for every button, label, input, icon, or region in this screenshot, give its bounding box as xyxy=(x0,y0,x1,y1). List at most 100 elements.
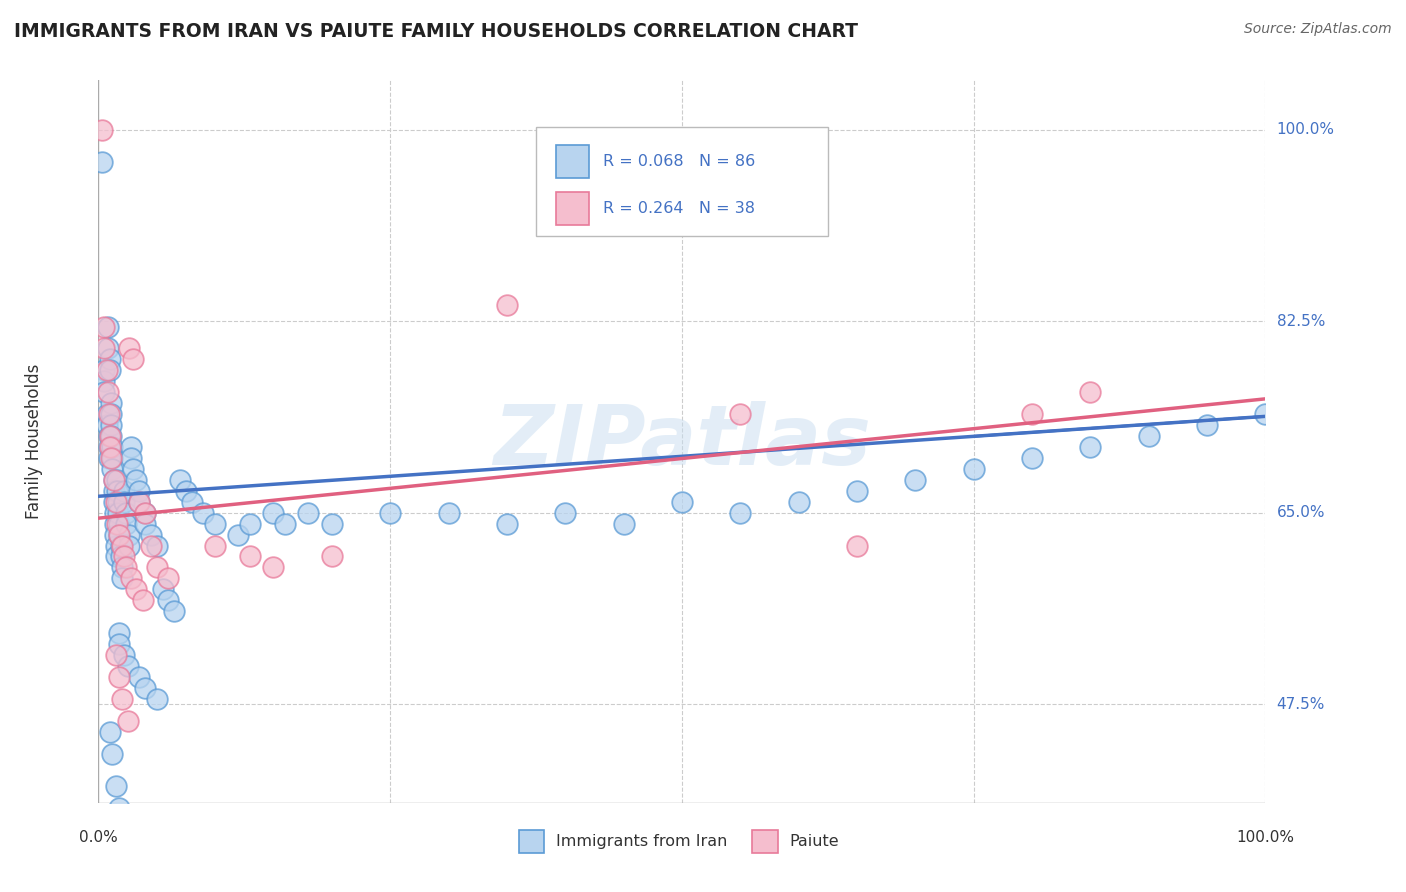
Point xyxy=(157,593,180,607)
Point xyxy=(98,440,121,454)
Point xyxy=(1021,407,1043,421)
Point xyxy=(108,637,131,651)
Point xyxy=(93,385,115,400)
Point xyxy=(97,450,120,465)
Point xyxy=(846,483,869,498)
Point xyxy=(98,724,121,739)
Point xyxy=(134,506,156,520)
Point xyxy=(297,506,319,520)
Point xyxy=(104,648,127,662)
Point xyxy=(104,506,127,520)
Point xyxy=(904,473,927,487)
Point xyxy=(128,483,150,498)
Point xyxy=(96,407,118,421)
Point xyxy=(134,681,156,695)
Text: Family Households: Family Households xyxy=(25,364,44,519)
Point xyxy=(112,494,135,508)
Point xyxy=(103,483,125,498)
Point xyxy=(125,582,148,597)
Point xyxy=(846,539,869,553)
Text: Paiute: Paiute xyxy=(789,834,839,849)
Point xyxy=(108,626,131,640)
Point xyxy=(117,714,139,728)
Point xyxy=(120,571,142,585)
FancyBboxPatch shape xyxy=(752,830,778,854)
Text: 0.0%: 0.0% xyxy=(79,830,118,846)
Text: 100.0%: 100.0% xyxy=(1236,830,1295,846)
Point xyxy=(103,494,125,508)
Text: 65.0%: 65.0% xyxy=(1277,505,1324,520)
Point xyxy=(108,527,131,541)
Point xyxy=(97,440,120,454)
Point xyxy=(97,429,120,443)
Point xyxy=(118,527,141,541)
Point xyxy=(139,539,162,553)
Point xyxy=(101,450,124,465)
Point xyxy=(437,506,460,520)
Point xyxy=(105,483,128,498)
Point xyxy=(613,516,636,531)
Point xyxy=(730,506,752,520)
Point xyxy=(163,604,186,618)
Point xyxy=(115,516,138,531)
Point xyxy=(97,407,120,421)
Point xyxy=(134,516,156,531)
Point xyxy=(97,319,120,334)
Point xyxy=(93,363,115,377)
Point xyxy=(100,418,122,433)
Point xyxy=(110,549,132,564)
Text: Immigrants from Iran: Immigrants from Iran xyxy=(555,834,727,849)
Point xyxy=(204,539,226,553)
Point xyxy=(101,747,124,761)
Text: Source: ZipAtlas.com: Source: ZipAtlas.com xyxy=(1244,22,1392,37)
Point xyxy=(1080,440,1102,454)
Point xyxy=(118,342,141,356)
Text: IMMIGRANTS FROM IRAN VS PAIUTE FAMILY HOUSEHOLDS CORRELATION CHART: IMMIGRANTS FROM IRAN VS PAIUTE FAMILY HO… xyxy=(14,22,858,41)
FancyBboxPatch shape xyxy=(519,830,544,854)
Point xyxy=(239,516,262,531)
Point xyxy=(152,582,174,597)
Point xyxy=(117,659,139,673)
Point xyxy=(496,516,519,531)
Point xyxy=(104,549,127,564)
Point xyxy=(380,506,402,520)
Point xyxy=(112,549,135,564)
Point xyxy=(101,440,124,454)
Point xyxy=(962,462,984,476)
Point xyxy=(157,571,180,585)
Point xyxy=(100,450,122,465)
Point xyxy=(146,691,169,706)
Point xyxy=(1137,429,1160,443)
Point xyxy=(108,527,131,541)
Point xyxy=(98,352,121,367)
Point xyxy=(134,506,156,520)
Point xyxy=(104,494,127,508)
Point xyxy=(108,516,131,531)
Point xyxy=(1021,450,1043,465)
Point xyxy=(90,122,112,136)
Point xyxy=(111,560,134,574)
Point xyxy=(262,560,284,574)
Point xyxy=(110,539,132,553)
Point xyxy=(111,691,134,706)
Point xyxy=(90,155,112,169)
Point xyxy=(193,506,215,520)
Point xyxy=(1195,418,1218,433)
Point xyxy=(103,473,125,487)
Point xyxy=(104,780,127,794)
Point xyxy=(107,506,129,520)
Point xyxy=(321,549,343,564)
Point xyxy=(228,527,250,541)
Point xyxy=(169,473,191,487)
Point xyxy=(105,473,128,487)
Text: 100.0%: 100.0% xyxy=(1277,122,1334,137)
Point xyxy=(111,539,134,553)
Point xyxy=(104,516,127,531)
Point xyxy=(125,473,148,487)
Point xyxy=(103,473,125,487)
Point xyxy=(1254,407,1277,421)
Point xyxy=(100,429,122,443)
Point xyxy=(128,494,150,508)
Point xyxy=(122,352,145,367)
Point xyxy=(730,407,752,421)
